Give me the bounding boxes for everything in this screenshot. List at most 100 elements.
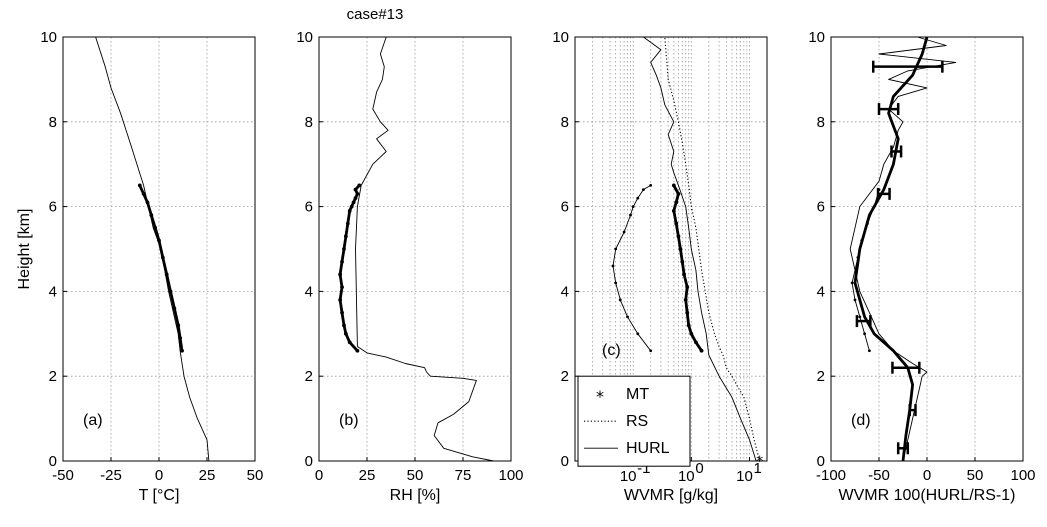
series-point <box>347 208 352 213</box>
series-point <box>160 255 165 260</box>
series-point <box>343 234 348 239</box>
y-tick-label: 10 <box>552 29 569 46</box>
series-point <box>349 204 354 209</box>
series-group <box>849 36 957 462</box>
series-point <box>340 285 344 290</box>
series-point <box>141 191 146 196</box>
panel-d: -100 -50 0 50 100 0 2 4 6 8 10 WVMR 100(HURL/RS-1) (… <box>808 29 1035 504</box>
x-tick-label: 25 <box>359 467 376 484</box>
y-tick-label: 10 <box>296 29 313 46</box>
x-tick-label: -50 <box>868 467 890 484</box>
series-point <box>622 230 626 234</box>
y-tick-label: 2 <box>561 368 569 385</box>
series-line-0 <box>664 36 761 462</box>
series-point <box>863 332 866 336</box>
y-tick-label: 6 <box>817 199 825 216</box>
series-point <box>676 191 681 196</box>
series-point <box>618 298 622 302</box>
x-tick-label: 0 <box>923 467 931 484</box>
series-line-3 <box>672 184 703 352</box>
panel-label: (d) <box>851 412 871 429</box>
series-point <box>680 259 685 264</box>
x-tick-label: 100 <box>498 467 523 484</box>
series-point <box>636 332 640 336</box>
series-point <box>168 289 173 294</box>
series-point <box>631 205 635 209</box>
series-point <box>355 348 360 353</box>
series-point <box>686 323 691 328</box>
x-tick-label: -50 <box>52 467 74 484</box>
series-point <box>674 200 679 205</box>
series-line-1 <box>138 184 184 352</box>
series-point <box>614 281 618 285</box>
y-tick-label: 2 <box>817 368 825 385</box>
series-point <box>868 349 871 353</box>
x-tick-label: 0 <box>155 467 163 484</box>
x-tick-label: 50 <box>407 467 424 484</box>
error-bars <box>855 60 944 455</box>
series-point <box>342 323 346 328</box>
y-tick-label: 8 <box>561 114 569 131</box>
series-point <box>850 281 854 285</box>
series-line-2 <box>612 185 652 352</box>
series-point <box>683 297 688 302</box>
series-point <box>689 331 694 336</box>
legend-marker-mt: * <box>596 387 604 406</box>
x-axis-label: WVMR [g/kg] <box>624 487 718 504</box>
x-tick-label: -25 <box>100 467 122 484</box>
x-tick-label: 75 <box>455 467 472 484</box>
series-point <box>137 183 142 188</box>
series-point <box>338 272 343 277</box>
legend-entry: RS <box>626 413 648 430</box>
series-point <box>345 221 350 226</box>
series-line-1 <box>643 36 757 462</box>
series-point <box>153 225 158 230</box>
series-point <box>858 315 862 319</box>
series-point <box>145 200 150 205</box>
x-tick-label: 10 <box>678 468 695 485</box>
series-point <box>674 221 679 226</box>
series-point <box>149 213 154 217</box>
tick-labels: -50 -25 0 25 50 0 2 4 6 8 10 <box>40 29 263 484</box>
series-point <box>343 331 348 336</box>
series-point <box>340 259 344 264</box>
series-line-0 <box>95 36 210 462</box>
series-point <box>629 213 632 217</box>
series-point <box>860 239 864 242</box>
x-tick-label: 100 <box>1010 467 1035 484</box>
series-point <box>872 205 876 209</box>
series-point <box>694 340 698 345</box>
y-tick-label: 4 <box>305 283 313 300</box>
y-tick-label: 0 <box>305 453 313 470</box>
series-point <box>671 183 676 188</box>
x-tick-label: 10 <box>736 468 753 485</box>
series-point <box>856 256 860 259</box>
series-point <box>611 264 615 268</box>
series-point <box>614 247 618 251</box>
tick-labels: -100 -50 0 50 100 0 2 4 6 8 10 <box>808 29 1035 484</box>
y-tick-label: 6 <box>305 199 313 216</box>
series-point <box>642 188 645 192</box>
y-tick-label: 8 <box>49 114 57 131</box>
x-tick-exponent: 0 <box>695 460 703 477</box>
series-point <box>340 310 344 315</box>
y-tick-label: 0 <box>49 453 57 470</box>
series-point <box>176 323 181 328</box>
series-point <box>347 340 352 345</box>
y-tick-label: 10 <box>808 29 825 46</box>
series-line-1 <box>853 36 929 462</box>
series-point <box>671 208 676 213</box>
tick-labels: 0 25 50 75 100 0 2 4 6 8 10 <box>296 29 523 484</box>
series-point <box>164 272 169 277</box>
panel-label: (a) <box>83 412 103 429</box>
x-axis-label: T [°C] <box>139 487 180 504</box>
grid <box>831 37 1023 461</box>
series-point <box>676 234 681 239</box>
series-point <box>355 191 360 196</box>
figure-title: case#13 <box>347 6 404 23</box>
series-point <box>353 196 358 201</box>
y-tick-label: 6 <box>561 199 569 216</box>
y-tick-label: 2 <box>305 368 313 385</box>
